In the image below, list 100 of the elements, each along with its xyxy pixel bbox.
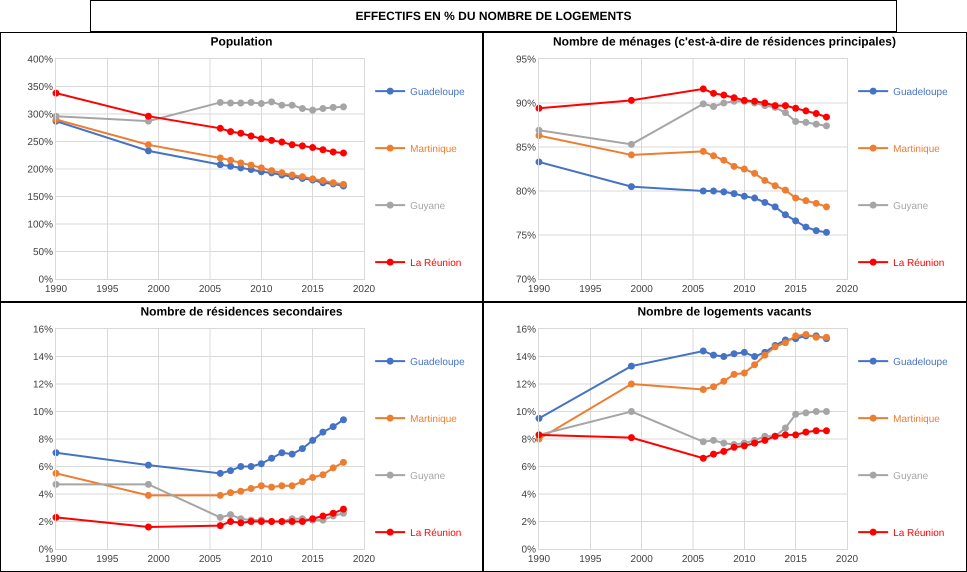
point — [227, 162, 234, 170]
point — [248, 98, 255, 106]
x-tick-label: 2005 — [198, 284, 222, 295]
point — [740, 166, 748, 172]
point — [258, 460, 265, 468]
point — [227, 156, 234, 164]
y-tick-label: 400% — [27, 54, 54, 66]
point — [822, 122, 830, 130]
y-tick-label: 2% — [38, 517, 54, 528]
point — [237, 488, 244, 495]
point — [144, 147, 152, 154]
point — [740, 442, 748, 450]
y-tick-label: 12% — [516, 380, 536, 390]
point — [812, 427, 820, 434]
legend-label: Guadeloupe — [410, 87, 466, 98]
point — [216, 124, 224, 132]
point — [319, 428, 326, 436]
y-tick-label: 6% — [38, 462, 54, 473]
point — [330, 464, 337, 472]
point — [248, 485, 255, 492]
point — [802, 197, 810, 204]
y-tick-label: 14% — [32, 352, 54, 363]
point — [740, 348, 748, 356]
point — [700, 454, 707, 462]
x-tick-label: 2010 — [250, 554, 273, 565]
y-tick-label: 0% — [38, 274, 54, 286]
point — [628, 140, 635, 148]
y-tick-label: 8% — [522, 434, 536, 446]
point — [761, 100, 768, 106]
legend-label: Guyane — [410, 201, 446, 212]
point — [309, 436, 316, 444]
point — [248, 162, 255, 169]
point — [792, 118, 800, 125]
point — [751, 170, 758, 177]
x-tick-label: 2000 — [148, 284, 170, 295]
x-tick-label: 1995 — [579, 554, 602, 565]
legend-label: Martinique — [410, 414, 458, 425]
point — [227, 467, 234, 474]
point — [730, 94, 738, 102]
x-tick-label: 1990 — [44, 284, 68, 295]
point — [710, 352, 718, 359]
point — [288, 450, 296, 458]
point — [720, 353, 728, 360]
point — [628, 151, 635, 158]
point — [720, 100, 728, 106]
x-tick-label: 2005 — [682, 554, 705, 565]
point — [761, 352, 768, 359]
y-tick-label: 150% — [27, 192, 54, 203]
point — [792, 104, 800, 112]
point — [710, 188, 718, 194]
x-tick-label: 1990 — [528, 284, 551, 295]
point — [761, 436, 768, 444]
point — [144, 524, 152, 530]
y-tick-label: 8% — [38, 434, 54, 446]
point — [720, 378, 728, 385]
point — [268, 136, 276, 144]
x-tick-label: 1990 — [528, 554, 551, 565]
y-tick-label: 80% — [516, 186, 536, 198]
legend-label: Guadeloupe — [893, 357, 948, 368]
point — [700, 148, 707, 155]
point — [782, 186, 789, 194]
point — [144, 480, 152, 488]
point — [792, 431, 800, 438]
point — [298, 105, 306, 112]
point — [822, 408, 830, 415]
point — [288, 482, 296, 490]
point — [340, 416, 347, 424]
point — [144, 141, 152, 148]
point — [340, 506, 347, 513]
point — [237, 159, 244, 166]
point — [720, 92, 728, 99]
point — [309, 144, 316, 152]
y-tick-label: 2% — [522, 517, 536, 528]
x-tick-label: 2015 — [784, 284, 808, 295]
point — [628, 183, 635, 190]
point — [700, 348, 707, 354]
point — [278, 102, 286, 109]
y-tick-label: 16% — [516, 324, 536, 336]
x-tick-label: 2010 — [250, 284, 273, 295]
point — [330, 148, 337, 156]
point — [216, 154, 224, 162]
point — [772, 203, 779, 210]
point — [298, 478, 306, 486]
point — [227, 128, 234, 136]
y-tick-label: 10% — [32, 407, 54, 418]
point — [216, 161, 224, 168]
x-tick-label: 1990 — [44, 554, 68, 565]
y-tick-label: 10% — [516, 407, 536, 418]
point — [772, 182, 779, 190]
legend-label: Martinique — [893, 414, 940, 425]
point — [216, 492, 224, 499]
x-tick-label: 2010 — [733, 284, 756, 295]
y-tick-label: 300% — [27, 110, 54, 120]
point — [237, 463, 244, 470]
x-tick-label: 2015 — [784, 554, 808, 565]
chart-title: Nombre de logements vacants — [637, 304, 812, 318]
y-tick-label: 100% — [27, 220, 54, 230]
point — [628, 380, 635, 388]
point — [730, 370, 738, 378]
point — [792, 194, 800, 202]
